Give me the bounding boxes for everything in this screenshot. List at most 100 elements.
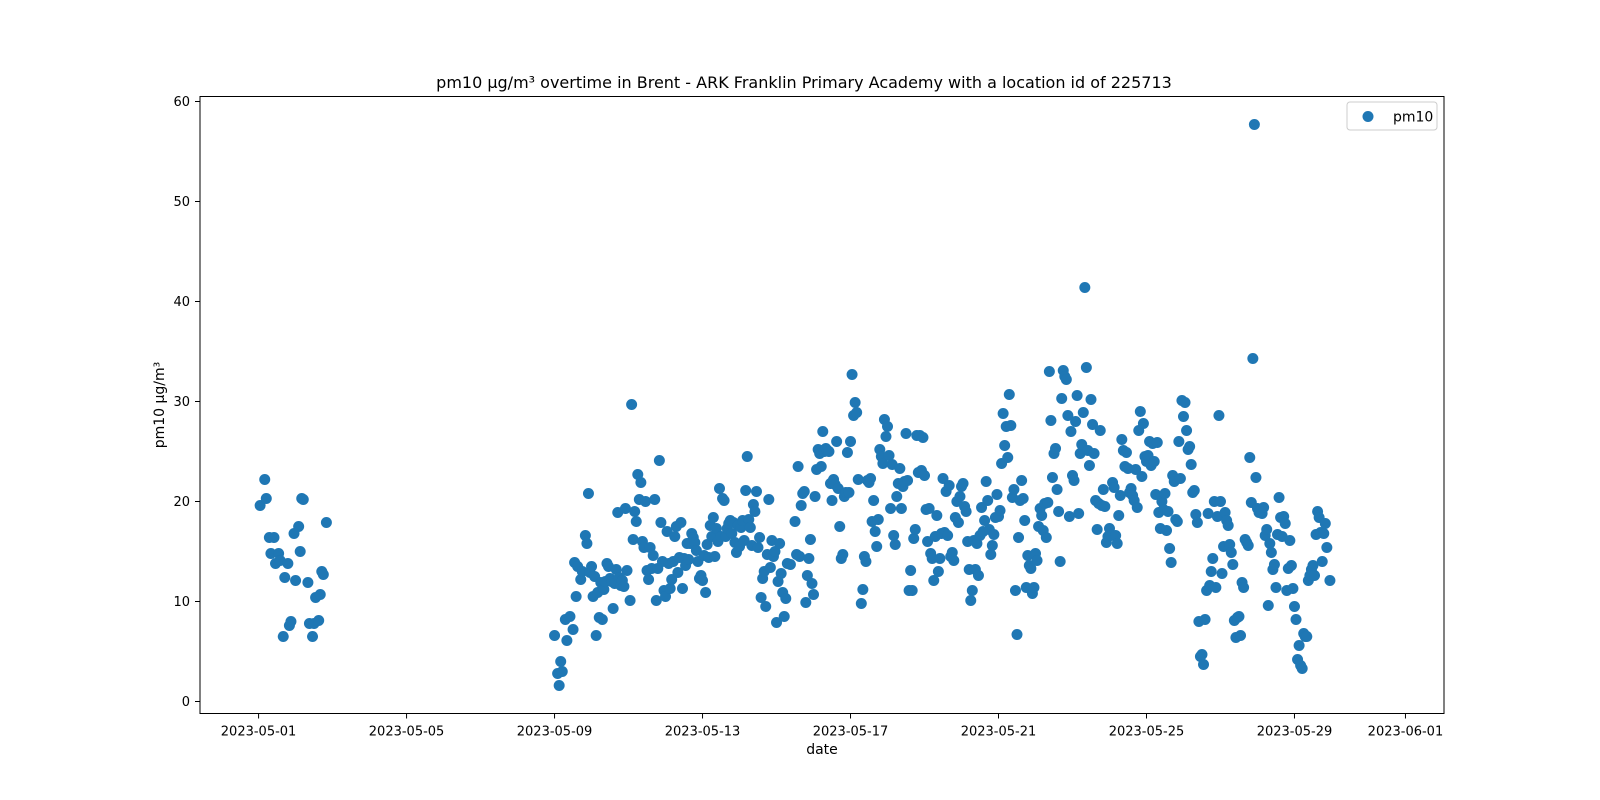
data-point [676, 583, 688, 594]
data-point [1079, 282, 1091, 293]
data-point [282, 558, 294, 569]
data-point [789, 516, 801, 527]
data-point [655, 517, 667, 528]
data-point [928, 575, 940, 586]
data-point [1309, 570, 1321, 581]
x-tick-label: 2023-05-05 [369, 725, 445, 740]
data-point [1296, 663, 1308, 674]
data-point [988, 529, 1000, 540]
data-point [260, 493, 272, 504]
x-tick-label: 2023-05-29 [1257, 725, 1333, 740]
data-point [923, 503, 935, 514]
data-point [621, 565, 633, 576]
data-point [991, 489, 1003, 500]
data-point [1050, 443, 1062, 454]
data-point [917, 432, 929, 443]
data-point [798, 486, 810, 497]
x-tick-label: 2023-05-01 [221, 725, 297, 740]
data-point [763, 494, 775, 505]
data-point [582, 488, 594, 499]
data-point [1031, 555, 1043, 566]
data-point [1053, 506, 1065, 517]
data-point [979, 515, 991, 526]
data-point [909, 524, 921, 535]
data-point [1318, 528, 1330, 539]
data-point [1247, 353, 1259, 364]
chart-title: pm10 µg/m³ overtime in Brent - ARK Frank… [436, 73, 1172, 92]
data-point [926, 553, 938, 564]
data-point [1179, 397, 1191, 408]
data-point [872, 514, 884, 525]
data-point [626, 399, 638, 410]
data-point [320, 517, 332, 528]
data-point [808, 589, 820, 600]
data-point [619, 503, 631, 514]
data-point [259, 474, 271, 485]
data-point [313, 615, 325, 626]
data-point [837, 549, 849, 560]
data-point [943, 480, 955, 491]
data-point [843, 487, 855, 498]
data-point [1043, 366, 1055, 377]
data-point [1198, 659, 1210, 670]
data-point [908, 533, 920, 544]
y-tick-label: 50 [173, 195, 190, 210]
data-point [834, 521, 846, 532]
data-point [1227, 559, 1239, 570]
data-point [1279, 518, 1291, 529]
data-point [1316, 556, 1328, 567]
legend-marker [1362, 111, 1374, 122]
data-point [902, 475, 914, 486]
y-axis-ticks: 0 10 20 30 40 50 60 [173, 95, 200, 710]
y-tick-label: 60 [173, 95, 190, 110]
data-point [561, 635, 573, 646]
data-point [672, 567, 684, 578]
data-point [1264, 538, 1276, 549]
data-point [1268, 559, 1280, 570]
data-point [649, 494, 661, 505]
data-point [934, 553, 946, 564]
data-point [697, 575, 709, 586]
data-point [780, 593, 792, 604]
data-point [1213, 410, 1225, 421]
data-point [965, 595, 977, 606]
data-point [643, 574, 655, 585]
data-point [804, 534, 816, 545]
x-tick-label: 2023-05-13 [665, 725, 741, 740]
data-points [254, 119, 1336, 691]
y-tick-label: 20 [173, 495, 190, 510]
data-point [683, 554, 695, 565]
data-point [709, 551, 721, 562]
data-point [1307, 560, 1319, 571]
data-point [650, 595, 662, 606]
data-point [882, 421, 894, 432]
data-point [1137, 418, 1149, 429]
data-point [675, 517, 687, 528]
data-point [985, 549, 997, 560]
data-point [1073, 508, 1085, 519]
data-point [774, 538, 786, 549]
data-point [664, 583, 676, 594]
data-point [1036, 510, 1048, 521]
data-point [817, 426, 829, 437]
data-point [1173, 436, 1185, 447]
data-point [1088, 448, 1100, 459]
data-point [669, 531, 681, 542]
data-point [564, 611, 576, 622]
data-point [607, 603, 619, 614]
data-point [1233, 611, 1245, 622]
data-point [1207, 553, 1219, 564]
data-point [809, 491, 821, 502]
data-point [740, 485, 752, 496]
data-point [1060, 374, 1072, 385]
data-point [317, 569, 329, 580]
data-point [629, 506, 641, 517]
legend: pm10 [1346, 101, 1438, 131]
data-point [806, 578, 818, 589]
data-point [801, 570, 813, 581]
x-axis-ticks: 2023-05-01 2023-05-05 2023-05-09 2023-05-13… [221, 713, 1443, 740]
x-tick-label: 2023-05-09 [517, 725, 593, 740]
data-point [265, 548, 277, 559]
